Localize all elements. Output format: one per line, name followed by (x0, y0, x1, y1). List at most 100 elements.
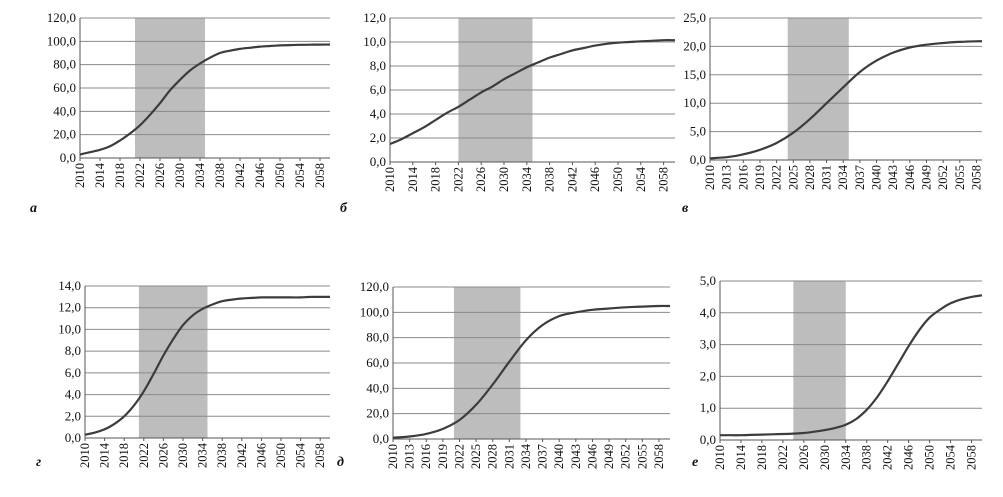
x-tick-label: 2018 (117, 443, 131, 468)
x-tick-label: 2050 (923, 445, 937, 470)
x-tick-label: 2037 (853, 165, 867, 190)
y-tick-label: 5,0 (700, 273, 716, 288)
x-tick-label: 2022 (451, 167, 465, 192)
y-tick-label: 4,0 (700, 305, 716, 320)
x-tick-label: 2034 (836, 164, 850, 190)
x-tick-label: 2050 (274, 443, 288, 468)
x-tick-label: 2019 (753, 165, 767, 190)
y-tick-label: 20,0 (366, 406, 389, 421)
x-tick-label: 2014 (93, 162, 107, 188)
y-tick-label: 0,0 (65, 430, 81, 445)
y-tick-label: 6,0 (65, 365, 81, 380)
series-line (84, 295, 330, 436)
x-tick-label: 2046 (902, 445, 916, 470)
y-tick-label: 10,0 (683, 95, 706, 110)
x-tick-label: 2034 (519, 443, 533, 469)
x-tick-label: 2046 (588, 167, 602, 192)
series-line (709, 40, 983, 160)
y-tick-label: 2,0 (370, 130, 386, 145)
chart-panel-g: 0,0 2,0 4,0 6,0 8,0 10,0 12,0 14,0 2010 2014 2018 2… (0, 270, 335, 497)
y-tick-label: 15,0 (683, 67, 706, 82)
y-tick-label: 12,0 (363, 10, 386, 25)
x-tick-label: 2026 (797, 445, 811, 470)
series-line (392, 304, 671, 439)
x-tick-label: 2028 (803, 165, 817, 190)
panel-label: д (337, 455, 344, 470)
y-tick-label: 8,0 (370, 58, 386, 73)
x-tick-label: 2022 (133, 163, 147, 188)
y-tick-label: 20,0 (53, 127, 76, 142)
chart-panel-a: 0,0 20,0 40,0 60,0 80,0 100,0 120,0 2010 2014 201… (0, 0, 335, 240)
panel-label: а (30, 201, 37, 216)
x-tick-label: 2055 (953, 165, 967, 190)
series-line (389, 39, 676, 146)
x-tick-label: 2010 (386, 444, 400, 469)
y-tick-label: 120,0 (360, 279, 389, 294)
y-tick-label: 1,0 (700, 400, 716, 415)
x-tick-label: 2054 (293, 162, 307, 188)
x-tick-label: 2058 (965, 445, 979, 470)
y-tick-label: 5,0 (690, 124, 706, 139)
x-tick-label: 2038 (543, 167, 557, 192)
x-tick-label: 2013 (720, 165, 734, 190)
x-tick-label: 2046 (585, 444, 599, 469)
x-tick-label: 2031 (502, 444, 516, 469)
y-tick-label: 10,0 (363, 34, 386, 49)
x-tick-label: 2022 (770, 165, 784, 190)
y-tick-label: 0,0 (700, 432, 716, 447)
x-tick-label: 2014 (406, 166, 420, 192)
chart-svg-b: 0,0 2,0 4,0 6,0 8,0 10,0 12,0 2010 2014 2018 2022 2… (340, 10, 676, 216)
y-tick-label: 10,0 (58, 321, 81, 336)
x-tick-label: 2018 (113, 163, 127, 188)
y-tick-label: 100,0 (47, 33, 76, 48)
panel-label: б (340, 201, 348, 216)
chart-panel-e: 0,0 1,0 2,0 3,0 4,0 5,0 2010 2014 2018 2022 2026 20… (670, 270, 1003, 497)
y-tick-label: 4,0 (65, 387, 81, 402)
x-tick-label: 2052 (936, 165, 950, 190)
panel-label: в (682, 201, 689, 216)
x-tick-label: 2058 (657, 167, 671, 192)
x-tick-label: 2050 (273, 163, 287, 188)
y-tick-label: 0,0 (60, 150, 76, 165)
x-tick-label: 2037 (536, 444, 550, 469)
x-tick-label: 2026 (153, 163, 167, 188)
y-tick-label: 60,0 (53, 80, 76, 95)
x-tick-label: 2018 (429, 167, 443, 192)
x-tick-label: 2042 (235, 443, 249, 468)
y-tick-label: 8,0 (65, 343, 81, 358)
x-tick-label: 2025 (469, 444, 483, 469)
x-tick-label: 2022 (452, 444, 466, 469)
y-tick-label: 20,0 (683, 38, 706, 53)
x-tick-label: 2058 (313, 163, 327, 188)
x-tick-label: 2010 (713, 445, 727, 470)
x-tick-label: 2049 (602, 444, 616, 469)
x-tick-label: 2010 (78, 443, 92, 468)
x-tick-label: 2028 (486, 444, 500, 469)
x-tick-label: 2016 (736, 165, 750, 190)
y-tick-label: 80,0 (366, 330, 389, 345)
y-tick-label: 4,0 (370, 106, 386, 121)
x-tick-label: 2055 (635, 444, 649, 469)
y-tick-label: 40,0 (53, 103, 76, 118)
y-tick-label: 14,0 (58, 278, 81, 293)
highlight-band (138, 286, 208, 438)
x-tick-label: 2034 (193, 162, 207, 188)
y-tick-label: 80,0 (53, 57, 76, 72)
highlight-band (793, 281, 846, 440)
x-tick-label: 2022 (137, 443, 151, 468)
x-tick-label: 2030 (173, 163, 187, 188)
x-tick-label: 2018 (755, 445, 769, 470)
y-tick-label: 6,0 (370, 82, 386, 97)
x-tick-label: 2010 (703, 165, 717, 190)
x-tick-label: 2013 (403, 444, 417, 469)
x-tick-label: 2019 (436, 444, 450, 469)
y-tick-label: 25,0 (683, 10, 706, 25)
y-tick-label: 0,0 (690, 152, 706, 167)
x-tick-label: 2034 (520, 166, 534, 192)
x-tick-label: 2042 (565, 167, 579, 192)
x-tick-label: 2030 (818, 445, 832, 470)
y-tick-label: 120,0 (47, 10, 76, 25)
x-tick-label: 2022 (776, 445, 790, 470)
